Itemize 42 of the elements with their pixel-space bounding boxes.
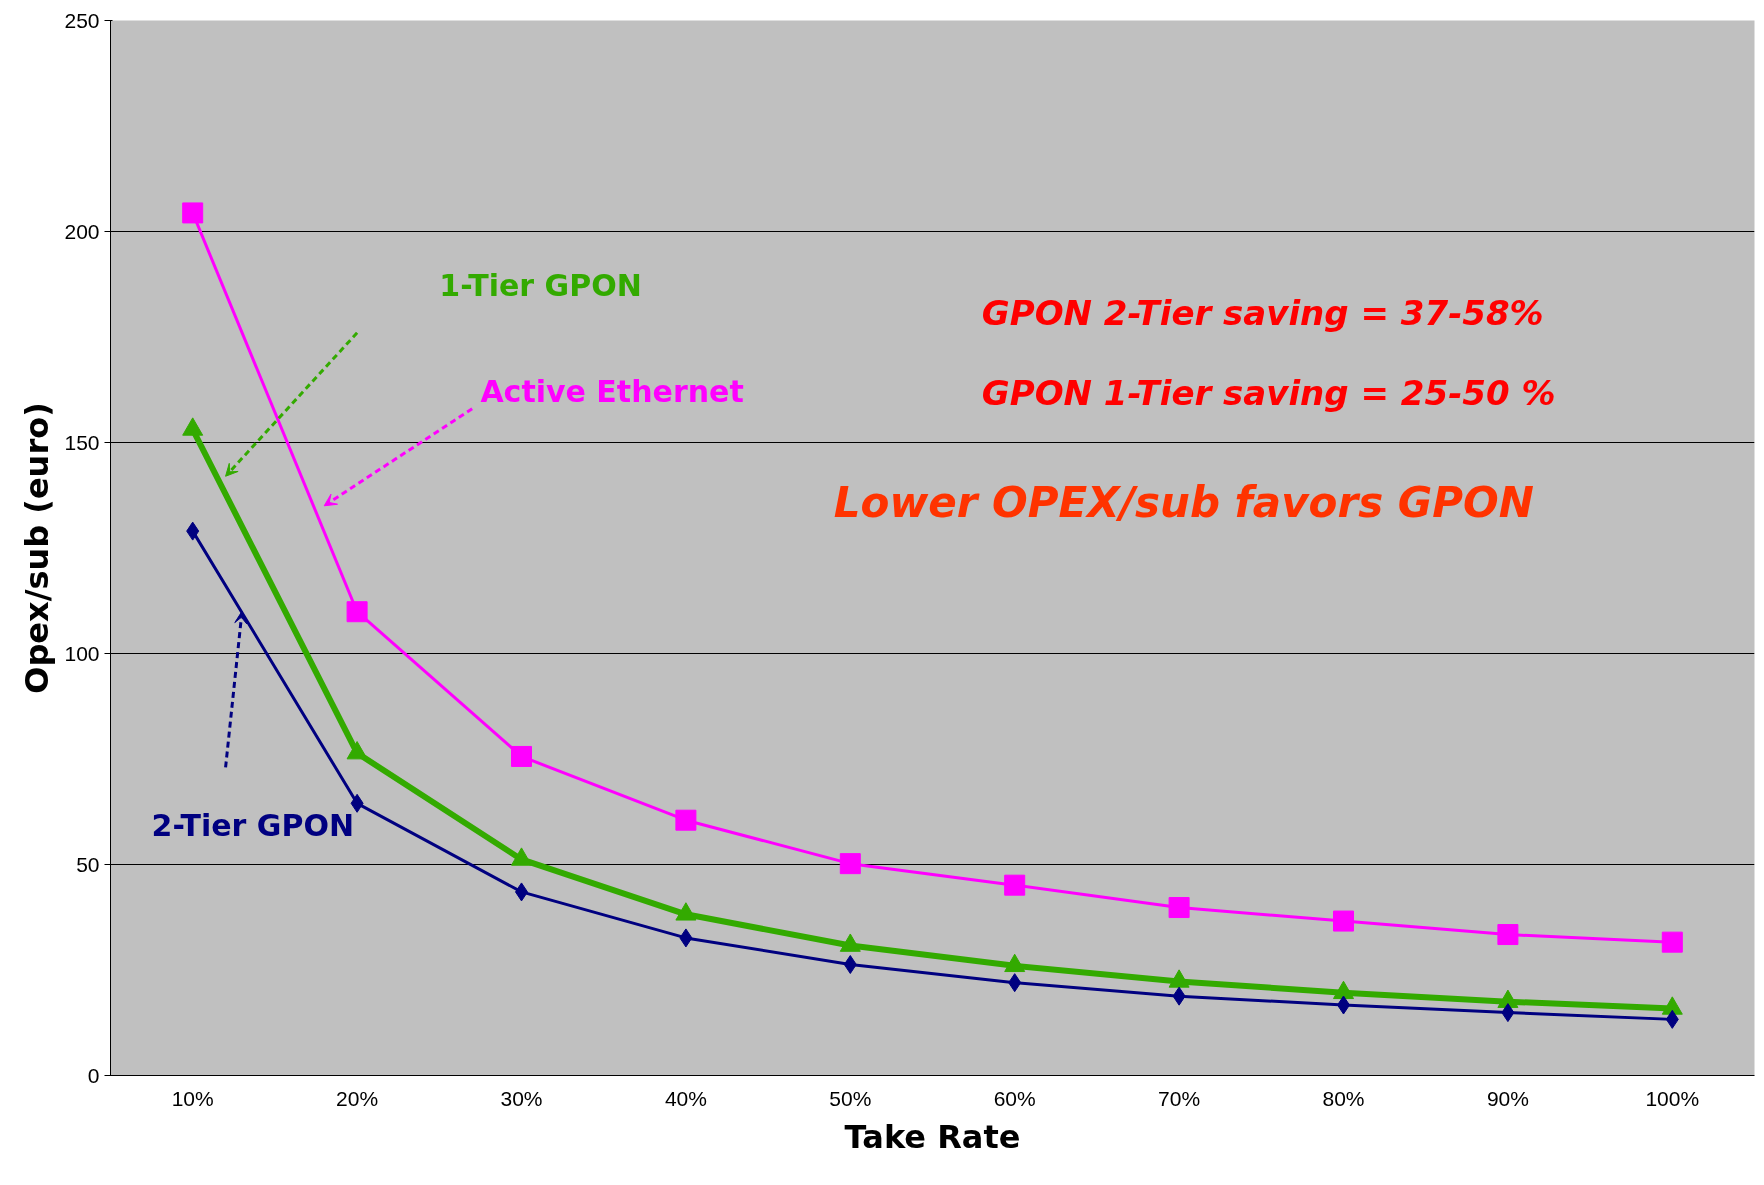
x-tick-label: 10% bbox=[171, 1086, 214, 1110]
y-axis-title: Opex/sub (euro) bbox=[18, 402, 57, 694]
point bbox=[186, 521, 200, 541]
point bbox=[1501, 1003, 1515, 1023]
point bbox=[346, 601, 368, 623]
point bbox=[675, 809, 697, 831]
y-tick-label: 150 bbox=[64, 430, 100, 454]
point bbox=[1665, 1009, 1679, 1029]
y-tick-label: 200 bbox=[64, 219, 100, 243]
x-tick-label: 30% bbox=[500, 1086, 543, 1110]
point bbox=[182, 202, 204, 224]
y-tick-label: 100 bbox=[64, 641, 100, 665]
point bbox=[1661, 931, 1683, 953]
point bbox=[839, 853, 861, 875]
series-label: 2-Tier GPON bbox=[151, 808, 355, 844]
x-tick-label: 50% bbox=[829, 1086, 872, 1110]
point bbox=[1008, 973, 1022, 993]
x-tick-label: 20% bbox=[336, 1086, 379, 1110]
x-axis-title: Take Rate bbox=[844, 1117, 1021, 1156]
point bbox=[1497, 924, 1519, 946]
annotation: GPON 2-Tier saving = 37-58% bbox=[981, 292, 1544, 333]
y-tick-label: 250 bbox=[64, 8, 100, 32]
text: Active Ethernet bbox=[480, 373, 744, 409]
x-tick-label: 80% bbox=[1322, 1086, 1365, 1110]
point bbox=[511, 745, 532, 767]
x-tick-label: 70% bbox=[1158, 1086, 1201, 1110]
point bbox=[843, 955, 857, 975]
point bbox=[1333, 910, 1354, 932]
x-tick-label: 90% bbox=[1486, 1086, 1529, 1110]
annotation: GPON 1-Tier saving = 25-50 % bbox=[981, 372, 1556, 413]
y-tick-label: 50 bbox=[76, 852, 100, 876]
point bbox=[679, 928, 693, 948]
x-tick-label: 60% bbox=[993, 1086, 1036, 1110]
point bbox=[1004, 874, 1026, 896]
annotation: Lower OPEX/sub favors GPON bbox=[833, 477, 1534, 527]
point bbox=[1168, 897, 1190, 919]
x-tick-label: 40% bbox=[664, 1086, 707, 1110]
text: 1-Tier GPON bbox=[439, 268, 642, 304]
point bbox=[1172, 986, 1186, 1006]
point bbox=[350, 793, 364, 813]
x-tick-label: 100% bbox=[1645, 1086, 1700, 1110]
y-tick-label: 0 bbox=[87, 1063, 100, 1087]
